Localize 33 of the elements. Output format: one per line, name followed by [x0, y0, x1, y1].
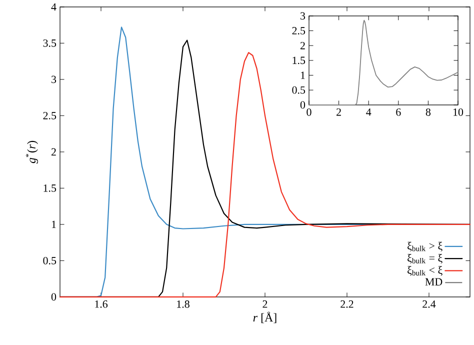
x-tick-label: 2 [336, 108, 341, 116]
x-tick-label: 8 [426, 108, 431, 116]
y-tick-label: 0.5 [43, 256, 56, 264]
y-tick-label: 3.5 [43, 40, 56, 47]
legend-label: ξ$_{bulk}$ > ξ [408, 242, 442, 252]
x-tick-label: 6 [396, 108, 401, 116]
y-tick-label: 1.5 [292, 56, 306, 64]
x-tick-label: 2.4 [422, 300, 436, 308]
y-tick-label: 3 [300, 12, 306, 20]
y-tick-label: 3 [52, 76, 56, 84]
x-tick-label: 2.2 [340, 300, 354, 308]
x-tick-label: 4 [366, 108, 372, 116]
y-tick-label: 0.5 [292, 86, 306, 94]
y-tick-label: 2.5 [292, 27, 306, 35]
x-tick-label: 1.8 [177, 300, 190, 308]
y-tick-label: 1 [300, 72, 305, 79]
y-tick-label: 2.5 [43, 112, 56, 120]
x-axis-title: r [Å] [253, 312, 276, 324]
y-tick-label: 1.5 [44, 184, 56, 192]
x-tick-label: 2 [262, 300, 268, 308]
x-tick-label: 10 [453, 108, 464, 116]
y-tick-label: 1 [52, 220, 56, 228]
y-tick-label: 0 [300, 101, 306, 109]
y-tick-label: 2 [51, 148, 56, 156]
y-tick-label: 0 [51, 293, 56, 301]
text: MD [425, 278, 442, 286]
legend-label: ξ$_{bulk}$ < ξ [408, 266, 442, 276]
x-tick-label: 0 [306, 108, 312, 116]
legend-label: ξ$_{bulk}$ = ξ [408, 254, 442, 264]
y-axis-title: g$^{*}$(r) [26, 140, 38, 164]
y-tick-label: 2 [300, 42, 305, 50]
y-tick-label: 4 [51, 3, 56, 11]
x-tick-label: 1.6 [95, 300, 108, 308]
